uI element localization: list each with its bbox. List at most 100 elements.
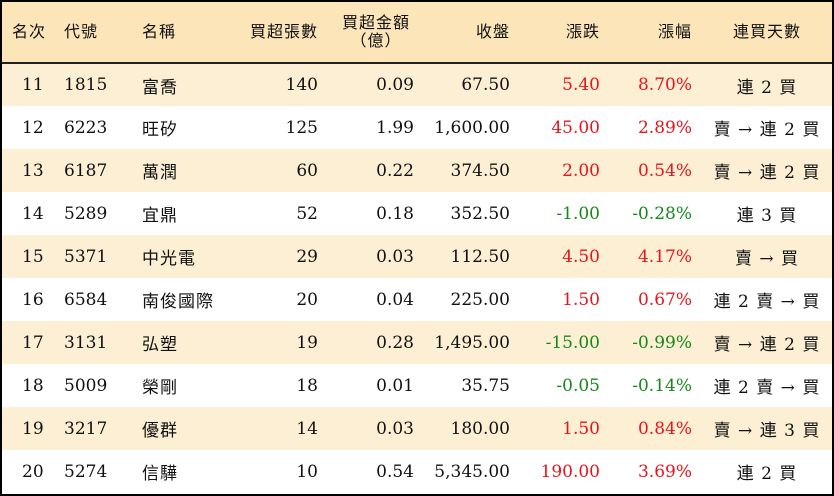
table-header: 名次 代號 名稱 買超張數 買超金額 （億） 收盤 漲跌 漲幅 連買天數 [2,2,832,63]
cell-pct: 0.54% [637,160,692,181]
header-close: 收盤 [475,22,510,41]
cell-days: 賣 → 連 2 買 [713,163,821,183]
table-row: 18 5009 榮剛 18 0.01 35.75 -0.05 -0.14% 連 2 賣 → 買 [2,364,832,407]
cell-name: 信驊 [142,464,178,484]
cell-code: 6187 [64,160,108,181]
cell-pct: -0.99% [632,332,692,353]
table-row: 16 6584 南俊國際 20 0.04 225.00 1.50 0.67% 連 2 賣 → 買 [2,278,832,321]
header-days: 連買天數 [732,22,801,41]
header-net-amount-line1: 買超金額 [341,13,410,32]
cell-pct: 0.67% [637,289,692,310]
cell-name: 榮剛 [142,378,178,398]
cell-close: 35.75 [461,375,510,396]
cell-change: 4.50 [562,246,600,267]
cell-name: 宜鼎 [142,206,178,226]
cell-code: 5289 [64,203,108,224]
cell-pct: 2.89% [637,117,692,138]
cell-close: 112.50 [450,246,510,267]
cell-name: 優群 [142,421,178,441]
cell-net-lots: 18 [296,375,318,396]
cell-days: 連 2 買 [736,464,798,484]
cell-net-amount: 0.03 [376,418,414,439]
header-row: 名次 代號 名稱 買超張數 買超金額 （億） 收盤 漲跌 漲幅 連買天數 [2,2,832,63]
cell-net-amount: 0.04 [376,289,414,310]
cell-days: 賣 → 連 3 買 [713,421,821,441]
table-row: 14 5289 宜鼎 52 0.18 352.50 -1.00 -0.28% 連 3 買 [2,192,832,235]
cell-close: 352.50 [450,203,510,224]
cell-name: 南俊國際 [142,292,214,312]
cell-code: 1815 [64,75,108,95]
table-row: 12 6223 旺矽 125 1.99 1,600.00 45.00 2.89% 賣 → 連 2… [2,106,832,149]
cell-change: 190.00 [540,461,600,482]
table-row: 11 1815 富喬 140 0.09 67.50 5.40 8.70% 連 2 買 [2,63,832,106]
table-row: 17 3131 弘塑 19 0.28 1,495.00 -15.00 -0.99% 賣 → 連 … [2,321,832,364]
cell-days: 連 3 買 [736,206,798,226]
header-change: 漲跌 [565,22,600,41]
cell-net-amount: 0.54 [376,461,414,482]
table-row: 19 3217 優群 14 0.03 180.00 1.50 0.84% 賣 → 連 3 買 [2,407,832,450]
cell-name: 中光電 [142,249,196,269]
cell-pct: -0.14% [632,375,692,396]
cell-code: 6584 [64,289,108,310]
cell-close: 225.00 [450,289,510,310]
cell-change: 1.50 [562,289,600,310]
cell-change: 1.50 [562,418,600,439]
cell-rank: 14 [22,203,44,224]
cell-close: 5,345.00 [434,461,510,482]
cell-days: 賣 → 連 2 買 [713,335,821,355]
table-body: 11 1815 富喬 140 0.09 67.50 5.40 8.70% 連 2 買 12 6223… [2,63,832,493]
cell-net-amount: 0.18 [376,203,414,224]
header-rank: 名次 [12,22,47,41]
cell-rank: 11 [22,75,44,95]
cell-change: -1.00 [556,203,600,224]
header-pct: 漲幅 [657,22,692,41]
cell-name: 弘塑 [142,335,178,355]
cell-net-amount: 0.22 [376,160,414,181]
cell-name: 旺矽 [142,120,178,140]
cell-close: 374.50 [450,160,510,181]
cell-name: 萬潤 [142,163,178,183]
header-name: 名稱 [142,22,177,41]
cell-name: 富喬 [142,77,178,98]
cell-pct: 3.69% [637,461,692,482]
cell-rank: 16 [22,289,44,310]
cell-code: 3217 [64,418,108,439]
cell-pct: 8.70% [637,75,692,95]
cell-net-lots: 14 [296,418,318,439]
cell-rank: 17 [22,332,44,353]
cell-net-amount: 0.28 [376,332,414,353]
cell-rank: 19 [22,418,44,439]
cell-net-amount: 1.99 [376,117,414,138]
cell-net-lots: 29 [296,246,318,267]
cell-days: 賣 → 買 [734,249,800,269]
header-net-amount-line2: （億） [350,31,402,50]
cell-change: -0.05 [556,375,600,396]
cell-net-lots: 60 [296,160,318,181]
cell-close: 1,600.00 [434,117,510,138]
cell-net-lots: 52 [296,203,318,224]
cell-net-amount: 0.01 [376,375,414,396]
cell-code: 5009 [64,375,108,396]
cell-code: 6223 [64,117,108,138]
cell-days: 連 2 賣 → 買 [713,292,821,312]
cell-rank: 18 [22,375,44,396]
cell-days: 連 2 買 [736,77,798,98]
header-code: 代號 [64,22,99,41]
cell-code: 3131 [64,332,108,353]
cell-pct: 0.84% [637,418,692,439]
cell-change: 5.40 [562,75,600,95]
cell-rank: 12 [22,117,44,138]
cell-change: 45.00 [551,117,600,138]
table-row: 15 5371 中光電 29 0.03 112.50 4.50 4.17% 賣 → 買 [2,235,832,278]
cell-rank: 13 [22,160,44,181]
cell-close: 180.00 [450,418,510,439]
cell-change: -15.00 [545,332,600,353]
cell-close: 67.50 [461,75,510,95]
cell-net-amount: 0.03 [376,246,414,267]
cell-net-amount: 0.09 [376,75,414,95]
cell-net-lots: 19 [296,332,318,353]
cell-net-lots: 140 [285,75,318,95]
cell-code: 5274 [64,461,108,482]
